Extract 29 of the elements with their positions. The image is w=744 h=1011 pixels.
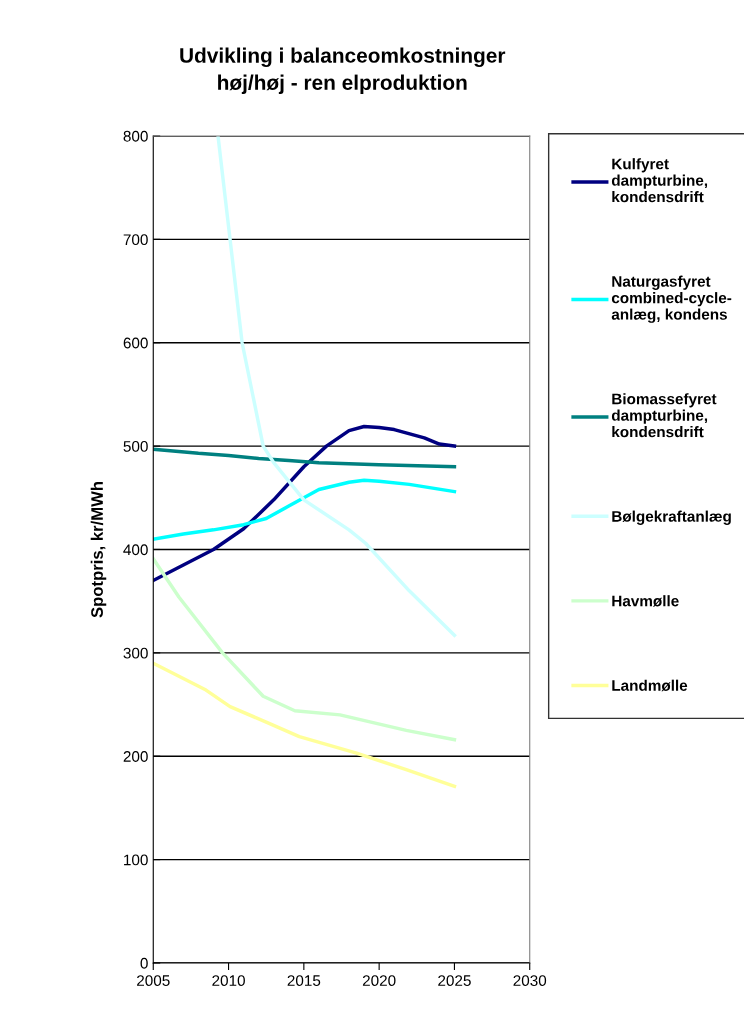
x-tick-label: 2030 (513, 975, 547, 987)
y-tick-label: 200 (123, 751, 148, 762)
x-tick-label: 2025 (438, 975, 471, 987)
legend-label: Biomassefyret dampturbine, kondensdrift (611, 393, 717, 438)
y-tick-label: 100 (124, 854, 148, 866)
y-tick-label: 500 (123, 440, 148, 452)
x-tick-label: 2005 (137, 975, 170, 987)
line-series (153, 447, 457, 469)
legend-label: Landmølle (612, 679, 688, 692)
x-tick-label: 2010 (212, 975, 245, 987)
line-series (153, 424, 457, 583)
line-series (216, 135, 457, 638)
y-tick-label: 600 (123, 337, 148, 349)
y-axis-title: Spotpris, kr/MWh (90, 481, 107, 618)
y-tick-label: 700 (123, 234, 148, 246)
x-tick-label: 2015 (287, 975, 321, 987)
y-tick-label: 400 (123, 544, 148, 556)
legend-label: Kulfyret dampturbine, kondensdrift (611, 158, 708, 203)
legend-label: Bølgekraftanlæg (612, 510, 731, 525)
y-tick-label: 0 (140, 957, 148, 969)
line-series (153, 557, 457, 742)
legend-label: Naturgasfyret combined-cycle- anlæg, kondens (611, 275, 732, 323)
x-tick-label: 2020 (362, 975, 396, 987)
chart-title: Udvikling i balanceomkostninger høj/høj - ren elproduktion (180, 47, 506, 95)
legend-label: Havmølle (612, 595, 679, 607)
line-series (153, 478, 457, 541)
line-series (153, 661, 457, 788)
y-tick-label: 300 (123, 647, 148, 659)
y-tick-label: 800 (123, 130, 148, 142)
